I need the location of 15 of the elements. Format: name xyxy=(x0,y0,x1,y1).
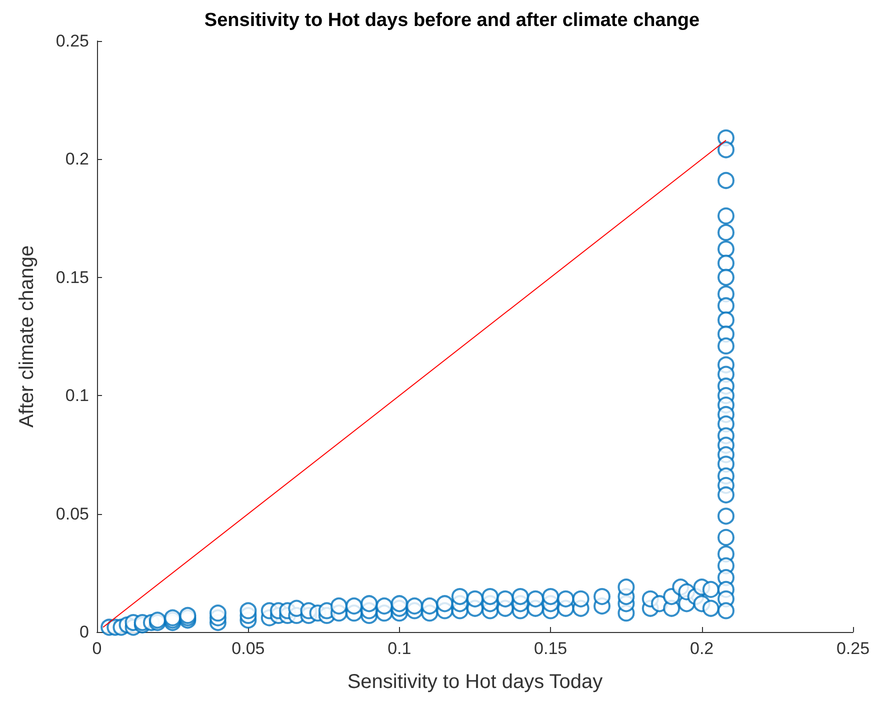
x-axis-title: Sensitivity to Hot days Today xyxy=(347,671,603,693)
x-tick-label: 0 xyxy=(92,639,102,658)
y-tick-label: 0 xyxy=(80,622,89,642)
y-tick-label: 0.25 xyxy=(56,32,89,50)
x-tick-label: 0.25 xyxy=(836,639,870,658)
x-tick-label: 0.1 xyxy=(388,639,412,658)
chart-title: Sensitivity to Hot days before and after climate change xyxy=(204,10,700,31)
x-tick-label: 0.15 xyxy=(534,639,568,658)
y-tick-label: 0.1 xyxy=(65,386,89,406)
y-tick-label: 0.15 xyxy=(56,268,89,287)
x-tick-label: 0.05 xyxy=(232,639,265,658)
y-tick-label: 0.2 xyxy=(65,150,89,169)
y-axis-title: After climate change xyxy=(16,245,38,428)
x-tick-label: 0.2 xyxy=(690,639,714,658)
y-tick-label: 0.05 xyxy=(56,504,89,524)
